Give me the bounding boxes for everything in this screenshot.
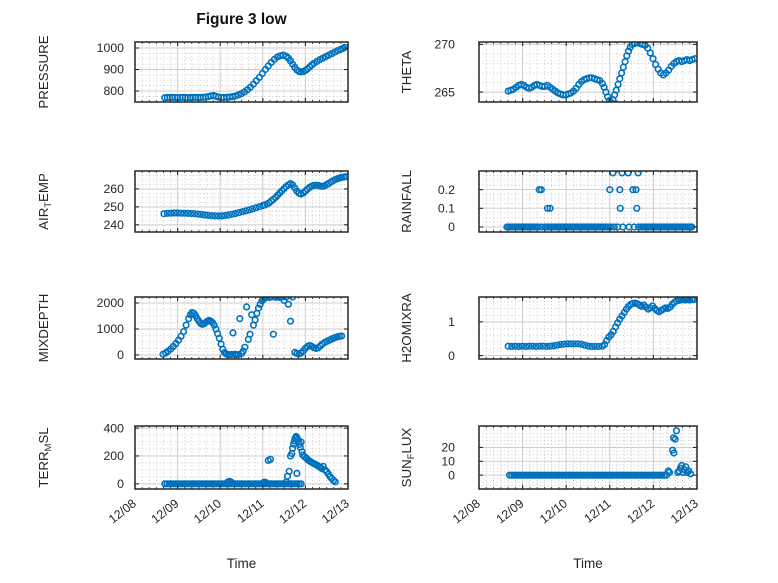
tick-marks — [134, 42, 349, 102]
x-tick-label: 12/11 — [581, 496, 613, 526]
x-tick-label: 12/09 — [494, 496, 527, 526]
tick-marks — [134, 171, 349, 232]
x-axis-title: Time — [573, 556, 603, 571]
x-tick-label: 12/12 — [624, 496, 657, 526]
y-tick-label: 0 — [448, 349, 455, 363]
y-tick-label: 265 — [434, 85, 455, 99]
y-tick-label: 0 — [448, 220, 455, 234]
x-tick-label: 12/11 — [234, 496, 266, 526]
data-points — [159, 297, 346, 359]
subplot-theta: 265 270 THETA — [399, 38, 698, 103]
y-axis-label: PRESSURE — [36, 35, 51, 108]
data-points — [503, 171, 696, 231]
minor-grid — [135, 171, 348, 232]
minor-grid — [479, 426, 697, 489]
y-tick-label: 0.1 — [438, 202, 455, 216]
y-axis-label: AIRTEMP — [36, 173, 53, 230]
y-tick-label: 250 — [103, 200, 124, 214]
minor-grid — [135, 426, 348, 489]
y-axis-label: SUNFLUX — [399, 428, 416, 488]
x-tick-label: 12/08 — [106, 496, 139, 526]
subplot-air-temp: 240 250 260 AIRTEMP — [36, 170, 349, 233]
subplot-h2omixra: 0 1 H2OMIXRA — [399, 293, 698, 363]
y-axis-label: TERRMSL — [36, 427, 53, 487]
y-tick-label: 900 — [103, 63, 124, 77]
y-tick-label: 2000 — [97, 296, 125, 310]
tick-marks — [478, 297, 698, 359]
tick-marks — [478, 426, 698, 489]
data-points — [505, 427, 695, 479]
x-tick-label: 12/08 — [450, 496, 483, 526]
x-tick-label: 12/13 — [319, 496, 352, 526]
y-axis-label: THETA — [399, 51, 414, 94]
y-axis-label: H2OMIXRA — [399, 293, 414, 363]
tick-marks — [478, 171, 698, 232]
y-tick-label: 200 — [103, 449, 124, 463]
subplot-rainfall: 0 0.1 0.2 RAINFALL — [399, 170, 698, 234]
y-tick-label: 1 — [448, 315, 455, 329]
axes-box — [134, 170, 349, 233]
y-tick-label: 0.2 — [438, 183, 455, 197]
y-axis-label: RAINFALL — [399, 170, 414, 233]
y-tick-label: 260 — [103, 182, 124, 196]
x-tick-label: 12/13 — [668, 496, 701, 526]
data-points — [504, 42, 697, 102]
x-tick-label: 12/10 — [537, 496, 570, 526]
x-axis-title: Time — [227, 556, 257, 571]
y-tick-label: 0 — [117, 348, 124, 362]
y-tick-label: 0 — [448, 468, 455, 482]
major-grid — [135, 171, 348, 232]
y-tick-label: 1000 — [97, 41, 125, 55]
y-tick-label: 1000 — [97, 322, 125, 336]
data-points — [160, 173, 348, 220]
y-tick-label: 270 — [434, 38, 455, 52]
axes-box — [134, 425, 349, 490]
minor-grid — [479, 42, 697, 102]
y-tick-label: 240 — [103, 218, 124, 232]
subplot-mixdepth: 0 1000 2000 MIXDEPTH — [36, 294, 349, 363]
minor-grid — [479, 171, 697, 232]
y-tick-label: 0 — [117, 477, 124, 491]
data-points — [161, 43, 348, 102]
tick-marks — [134, 426, 349, 489]
x-tick-label: 12/10 — [191, 496, 224, 526]
subplot-pressure: 800 900 1000 PRESSURE — [36, 35, 349, 109]
data-points — [504, 297, 697, 351]
x-tick-label: 12/12 — [276, 496, 309, 526]
subplot-terr-msl: 0 200 400 TERRMSL 12/08 12/09 12/10 12/11 12/12 1… — [36, 421, 352, 571]
y-axis-label: MIXDEPTH — [36, 294, 51, 363]
y-tick-label: 10 — [441, 455, 455, 469]
tick-marks — [134, 297, 349, 359]
figure-title: Figure 3 low — [196, 11, 287, 28]
y-tick-label: 400 — [103, 421, 124, 435]
tick-marks — [478, 42, 698, 102]
x-tick-label: 12/09 — [149, 496, 182, 526]
y-tick-label: 20 — [441, 441, 455, 455]
y-tick-label: 800 — [103, 84, 124, 98]
major-grid — [135, 426, 348, 489]
